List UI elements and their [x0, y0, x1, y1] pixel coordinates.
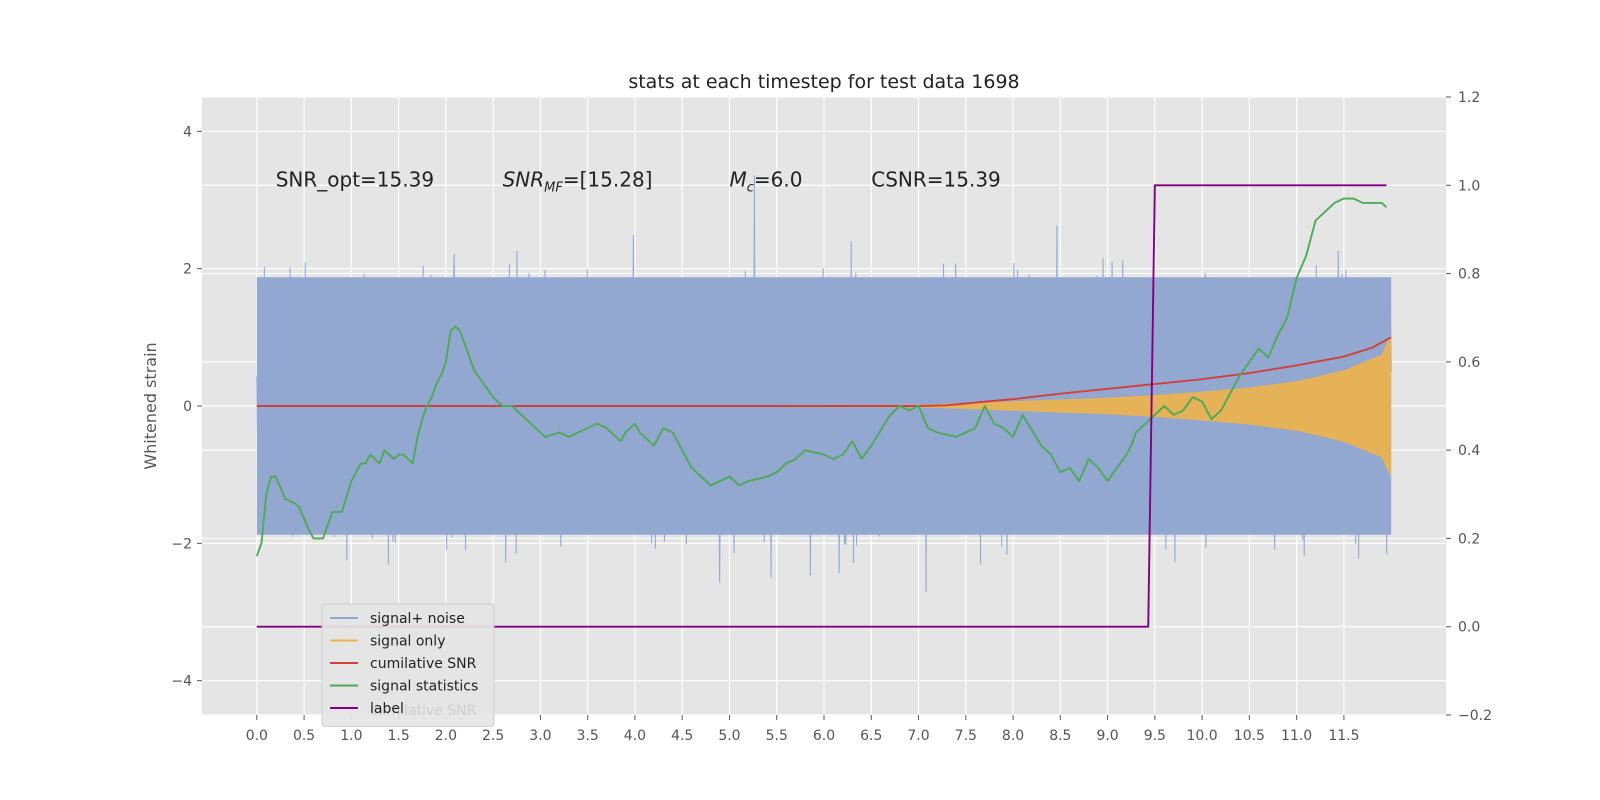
x-tick-label: 7.5: [955, 728, 977, 744]
x-tick-label: 4.5: [671, 728, 693, 744]
annotation: CSNR=15.39: [871, 167, 1001, 191]
x-tick-label: 11.5: [1328, 728, 1359, 744]
cumilative-snr-line: [256, 336, 1392, 407]
ticks: 0.0 0.5 1.0 1.5 2.0 2.5 3.0 3.5 4.0 4.5 5.0 5.5 6.0 6…: [171, 90, 1492, 744]
x-tick-label: 1.5: [387, 728, 409, 744]
signal-statistics-line: [255, 197, 1388, 557]
x-tick-label: 10.5: [1234, 728, 1265, 744]
x-tick-label: 5.0: [718, 728, 740, 744]
x-tick-label: 9.0: [1096, 728, 1118, 744]
x-tick-label: 10.0: [1187, 728, 1218, 744]
x-tick-label: 7.0: [907, 728, 929, 744]
x-tick-label: 2.5: [482, 728, 504, 744]
annotations: SNR_opt=15.39 SNRMF=[15.28] Mc=6.0 CSNR=15.…: [276, 167, 1001, 195]
y-tick-label-right: 0.8: [1458, 267, 1480, 283]
y-axis-label: Whitened strain: [141, 342, 160, 469]
x-tick-label: 2.0: [435, 728, 457, 744]
x-tick-label: 9.5: [1144, 728, 1166, 744]
line-series: [255, 184, 1392, 628]
x-tick-label: 6.0: [813, 728, 835, 744]
y-tick-label-right: 0.6: [1458, 355, 1480, 371]
y-tick-label-right: 1.0: [1458, 178, 1480, 194]
legend-ghost-text: cumilative SNR: [370, 703, 477, 719]
x-tick-label: 11.0: [1281, 728, 1312, 744]
legend-entry: label: [370, 701, 404, 717]
y-tick-label-left: −2: [171, 536, 192, 552]
x-tick-label: 6.5: [860, 728, 882, 744]
y-tick-label-left: 2: [183, 262, 192, 278]
legend-entry: signal statistics: [370, 679, 478, 695]
y-tick-label-right: 0.0: [1458, 620, 1480, 636]
x-tick-label: 1.0: [340, 728, 362, 744]
x-tick-label: 0.5: [293, 728, 315, 744]
legend-entry: signal only: [370, 634, 445, 650]
label-line: [256, 184, 1387, 628]
x-tick-label: 5.5: [766, 728, 788, 744]
x-tick-label: 0.0: [246, 728, 268, 744]
annotation: SNRMF=[15.28]: [503, 167, 653, 195]
y-tick-label-left: −4: [171, 674, 192, 690]
annotation: Mc=6.0: [729, 167, 802, 195]
y-tick-label-left: 4: [183, 124, 192, 140]
y-tick-label-right: 0.2: [1458, 531, 1480, 547]
chart-title: stats at each timestep for test data 169…: [628, 71, 1019, 93]
y-tick-label-right: 1.2: [1458, 90, 1480, 106]
x-tick-label: 8.5: [1049, 728, 1071, 744]
legend-entry: cumilative SNR: [370, 656, 477, 672]
y-tick-label-right: −0.2: [1458, 708, 1492, 724]
x-tick-label: 4.0: [624, 728, 646, 744]
x-tick-label: 8.0: [1002, 728, 1024, 744]
legend: cumilative SNR signal+ noise signal only cu…: [321, 603, 495, 727]
x-tick-label: 3.5: [577, 728, 599, 744]
legend-box: [321, 603, 495, 727]
y-tick-label-right: 0.4: [1458, 443, 1480, 459]
annotation: SNR_opt=15.39: [276, 167, 434, 191]
y-tick-label-left: 0: [183, 399, 192, 415]
x-tick-label: 3.0: [529, 728, 551, 744]
legend-entry: signal+ noise: [370, 611, 465, 627]
